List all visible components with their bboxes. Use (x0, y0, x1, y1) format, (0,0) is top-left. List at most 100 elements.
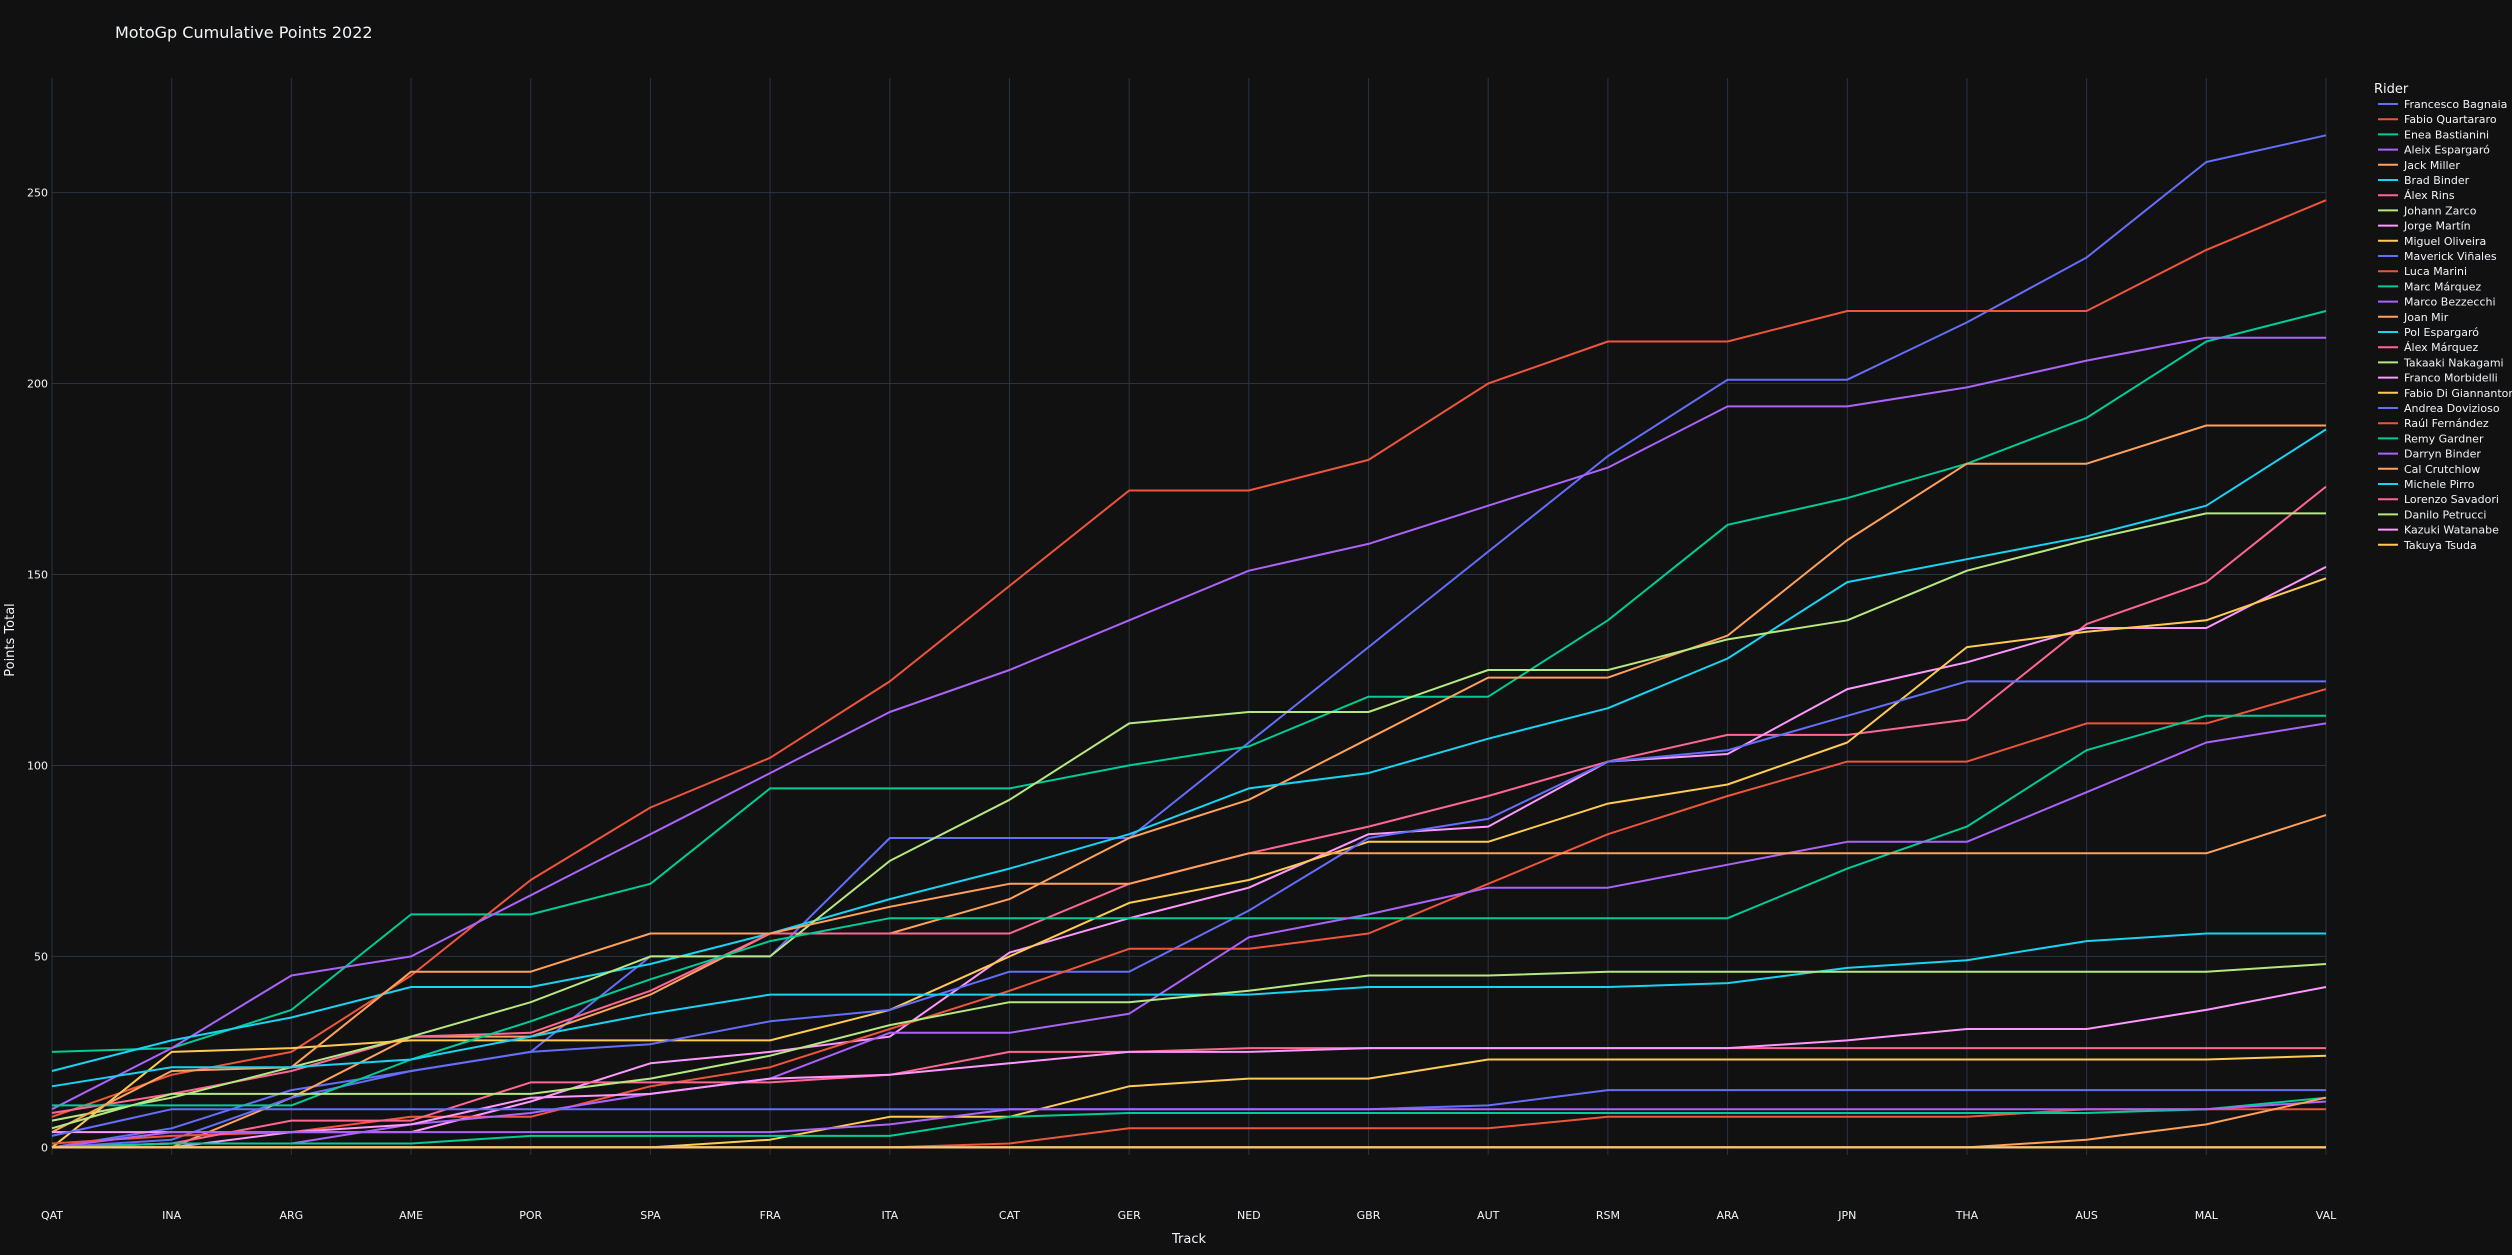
legend-item[interactable]: Luca Marini (2378, 265, 2467, 278)
legend-label: Francesco Bagnaia (2404, 98, 2507, 111)
x-axis-title: Track (1171, 1232, 1206, 1247)
legend-label: Álex Rins (2404, 189, 2455, 202)
legend-item[interactable]: Marc Márquez (2378, 280, 2481, 293)
legend-label: Pol Espargaró (2404, 326, 2479, 339)
legend-item[interactable]: Aleix Espargaró (2378, 144, 2490, 157)
legend-label: Fabio Quartararo (2404, 113, 2497, 126)
legend-label: Andrea Dovizioso (2404, 402, 2500, 415)
legend-item[interactable]: Cal Crutchlow (2378, 463, 2480, 476)
legend-label: Luca Marini (2404, 265, 2467, 278)
legend-item[interactable]: Enea Bastianini (2378, 128, 2489, 141)
legend-label: Takuya Tsuda (2403, 539, 2477, 552)
legend-label: Jack Miller (2403, 159, 2460, 172)
legend-item[interactable]: Pol Espargaró (2378, 326, 2479, 339)
x-tick-label: ARA (1716, 1209, 1739, 1222)
x-tick-label: THA (1955, 1209, 1979, 1222)
legend-item[interactable]: Jorge Martín (2378, 220, 2471, 233)
series-line (51, 688, 2327, 1145)
series-line (52, 566, 2327, 1149)
y-tick-label: 250 (27, 187, 48, 200)
x-tick-label: MAL (2195, 1209, 2219, 1222)
legend-item[interactable]: Jack Miller (2378, 159, 2460, 172)
legend-item[interactable]: Johann Zarco (2378, 204, 2477, 217)
legend-item[interactable]: Andrea Dovizioso (2378, 402, 2500, 415)
legend-item[interactable]: Danilo Petrucci (2378, 508, 2487, 521)
legend-item[interactable]: Franco Morbidelli (2378, 372, 2498, 385)
x-tick-label: SPA (640, 1209, 661, 1222)
legend-title: Rider (2374, 82, 2409, 97)
legend-label: Remy Gardner (2404, 432, 2484, 445)
legend-label: Brad Binder (2404, 174, 2470, 187)
x-tick-label: GBR (1357, 1209, 1381, 1222)
series-line (51, 814, 2327, 1133)
legend-item[interactable]: Brad Binder (2378, 174, 2470, 187)
legend-item[interactable]: Miguel Oliveira (2378, 235, 2486, 248)
legend-label: Aleix Espargaró (2404, 144, 2490, 157)
legend-item[interactable]: Michele Pirro (2378, 478, 2475, 491)
x-tick-label: FRA (760, 1209, 782, 1222)
x-tick-label: AME (399, 1209, 423, 1222)
legend: Rider Francesco Bagnaia Fabio Quartararo E… (2374, 82, 2512, 552)
x-tick-label: VAL (2316, 1209, 2337, 1222)
legend-label: Lorenzo Savadori (2404, 493, 2499, 506)
x-tick-label: CAT (999, 1209, 1020, 1222)
series-line (52, 986, 2327, 1134)
legend-label: Marco Bezzecchi (2404, 296, 2496, 309)
x-tick-label: NED (1237, 1209, 1261, 1222)
legend-item[interactable]: Maverick Viñales (2378, 250, 2497, 263)
legend-item[interactable]: Raúl Fernández (2378, 417, 2489, 430)
series-line (51, 577, 2327, 1149)
series-line (51, 336, 2326, 1111)
legend-item[interactable]: Remy Gardner (2378, 432, 2484, 445)
legend-label: Álex Márquez (2404, 341, 2478, 354)
x-tick-label: QAT (41, 1209, 63, 1222)
legend-item[interactable]: Kazuki Watanabe (2378, 524, 2499, 537)
y-tick-label: 0 (41, 1141, 48, 1154)
legend-label: Maverick Viñales (2404, 250, 2497, 263)
legend-label: Kazuki Watanabe (2404, 524, 2499, 537)
legend-label: Miguel Oliveira (2404, 235, 2486, 248)
legend-label: Cal Crutchlow (2404, 463, 2480, 476)
x-axis-ticks: QAT INA ARG AME POR SPA FRA ITA CAT GER NED GBR AUT R… (41, 1209, 2337, 1222)
series-line (51, 680, 2326, 1149)
y-tick-label: 200 (27, 378, 48, 391)
series-lines (51, 134, 2327, 1149)
legend-label: Joan Mir (2403, 311, 2449, 324)
legend-item[interactable]: Takaaki Nakagami (2378, 356, 2504, 369)
y-axis-ticks: 0 50 100 150 200 250 (27, 187, 48, 1155)
legend-label: Takaaki Nakagami (2403, 356, 2504, 369)
legend-label: Enea Bastianini (2404, 128, 2489, 141)
series-line (51, 199, 2327, 1118)
legend-item[interactable]: Lorenzo Savadori (2378, 493, 2499, 506)
y-tick-label: 150 (27, 568, 48, 581)
series-line (51, 963, 2327, 1130)
legend-item[interactable]: Takuya Tsuda (2378, 539, 2477, 552)
x-tick-label: INA (162, 1209, 181, 1222)
legend-label: Johann Zarco (2403, 204, 2477, 217)
series-line (51, 1100, 2327, 1149)
legend-item[interactable]: Marco Bezzecchi (2378, 296, 2496, 309)
y-tick-label: 50 (34, 950, 48, 963)
legend-item[interactable]: Darryn Binder (2378, 448, 2481, 461)
legend-item[interactable]: Joan Mir (2378, 311, 2449, 324)
series-line (52, 714, 2326, 1107)
x-tick-label: ITA (881, 1209, 898, 1222)
legend-item[interactable]: Álex Márquez (2378, 341, 2478, 354)
legend-item[interactable]: Álex Rins (2378, 189, 2455, 202)
series-line (51, 722, 2327, 1149)
x-tick-label: GER (1118, 1209, 1141, 1222)
legend-item[interactable]: Francesco Bagnaia (2378, 98, 2507, 111)
series-line (51, 512, 2326, 1122)
legend-label: Fabio Di Giannantonio (2404, 387, 2512, 400)
x-tick-label: AUT (1477, 1209, 1500, 1222)
x-tick-label: POR (519, 1209, 542, 1222)
legend-label: Marc Márquez (2404, 280, 2481, 293)
series-line (51, 428, 2327, 1072)
legend-item[interactable]: Fabio Quartararo (2378, 113, 2497, 126)
legend-item[interactable]: Fabio Di Giannantonio (2378, 387, 2512, 400)
series-line (51, 310, 2327, 1053)
legend-label: Jorge Martín (2403, 220, 2471, 233)
x-tick-label: JPN (1837, 1209, 1856, 1222)
y-axis-title: Points Total (3, 603, 18, 677)
legend-label: Raúl Fernández (2404, 417, 2489, 430)
